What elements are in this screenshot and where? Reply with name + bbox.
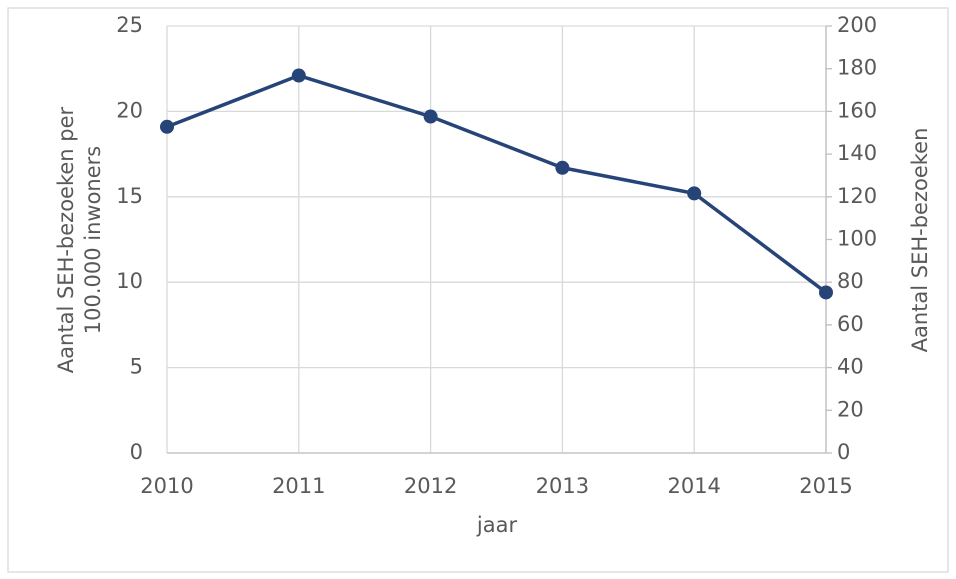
y2-tick-label: 160 bbox=[837, 98, 877, 122]
y-tick-label: 10 bbox=[116, 269, 143, 293]
x-tick-label: 2013 bbox=[536, 474, 589, 498]
x-axis-label: jaar bbox=[476, 513, 518, 537]
chart-border bbox=[7, 7, 949, 573]
x-tick-label: 2015 bbox=[799, 474, 852, 498]
y-tick-label: 20 bbox=[116, 98, 143, 122]
y-tick-label: 25 bbox=[116, 13, 143, 37]
marker bbox=[819, 285, 833, 300]
y2-tick-label: 140 bbox=[837, 141, 877, 165]
x-tick-label: 2014 bbox=[667, 474, 720, 498]
y-tick-label: 0 bbox=[130, 440, 143, 464]
x-tick-label: 2011 bbox=[272, 474, 325, 498]
y2-axis-label: Aantal SEH-bezoeken bbox=[908, 128, 932, 353]
y-axis-label: 100.000 inwoners bbox=[81, 146, 105, 335]
marker bbox=[291, 68, 306, 83]
marker bbox=[160, 119, 174, 134]
y2-tick-label: 0 bbox=[837, 440, 850, 464]
marker bbox=[555, 160, 570, 175]
y-axis-label: Aantal SEH-bezoeken per bbox=[54, 106, 78, 373]
y2-tick-label: 180 bbox=[837, 56, 877, 80]
marker bbox=[423, 109, 438, 124]
line bbox=[166, 73, 828, 294]
y2-tick-label: 100 bbox=[837, 227, 877, 251]
y2-tick-label: 80 bbox=[837, 269, 864, 293]
y2-tick-label: 40 bbox=[837, 355, 864, 379]
y2-tick-label: 60 bbox=[837, 312, 864, 336]
y-tick-label: 5 bbox=[130, 355, 143, 379]
y2-tick-label: 120 bbox=[837, 184, 877, 208]
x-tick-label: 2012 bbox=[404, 474, 457, 498]
y2-tick-label: 200 bbox=[837, 13, 877, 37]
y2-tick-label: 20 bbox=[837, 397, 864, 421]
y-tick-label: 15 bbox=[116, 184, 143, 208]
x-tick-label: 2010 bbox=[140, 474, 193, 498]
marker bbox=[687, 186, 702, 201]
